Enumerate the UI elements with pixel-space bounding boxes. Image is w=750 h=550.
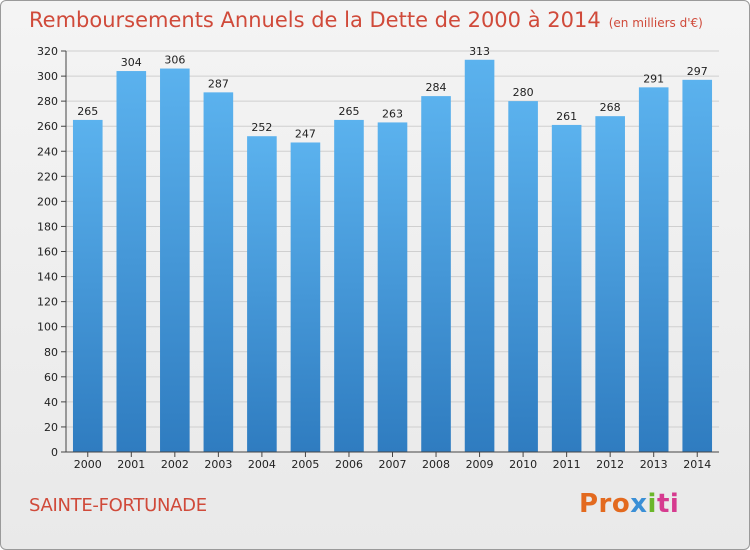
value-label-2001: 304 <box>121 56 142 69</box>
value-label-2004: 252 <box>251 121 272 134</box>
x-tick-label-2007: 2007 <box>379 458 407 471</box>
x-tick-label-2011: 2011 <box>553 458 581 471</box>
x-tick-label-2010: 2010 <box>509 458 537 471</box>
y-tick-label-220: 220 <box>37 170 58 183</box>
value-label-2014: 297 <box>687 65 708 78</box>
x-tick-label-2009: 2009 <box>466 458 494 471</box>
value-label-2010: 280 <box>513 86 534 99</box>
y-tick-label-320: 320 <box>37 45 58 58</box>
labels: 0 20 40 60 80 100 120 140 160 180 200 220 240 260 280 3… <box>37 45 711 471</box>
bar-2000 <box>72 119 103 452</box>
y-tick-label-100: 100 <box>37 321 58 334</box>
bar-2006 <box>334 119 364 452</box>
y-tick-label-280: 280 <box>37 95 58 108</box>
bar-2004 <box>247 136 277 452</box>
logo-part-1: Pro <box>579 489 631 519</box>
logo-part-3: i <box>647 489 657 519</box>
bar-2008 <box>421 96 451 453</box>
bar-2001 <box>116 71 147 453</box>
x-tick-label-2008: 2008 <box>422 458 450 471</box>
x-tick-label-2003: 2003 <box>204 458 232 471</box>
x-tick-label-2006: 2006 <box>335 458 363 471</box>
value-label-2013: 291 <box>643 72 664 85</box>
y-tick-label-120: 120 <box>37 296 58 309</box>
y-tick-label-20: 20 <box>44 421 58 434</box>
x-tick-label-2014: 2014 <box>683 458 711 471</box>
y-tick-label-140: 140 <box>37 271 58 284</box>
value-label-2002: 306 <box>164 54 185 67</box>
value-label-2007: 263 <box>382 107 403 120</box>
bar-2012 <box>595 116 625 452</box>
x-tick-label-2000: 2000 <box>74 458 102 471</box>
y-tick-label-40: 40 <box>44 396 58 409</box>
y-tick-label-180: 180 <box>37 220 58 233</box>
chart-unit-note: (en milliers d'€) <box>608 16 703 30</box>
chart-title-text: Remboursements Annuels de la Dette de 20… <box>29 8 601 32</box>
x-tick-label-2013: 2013 <box>640 458 668 471</box>
logo-part-4: ti <box>656 489 680 519</box>
bar-2014 <box>682 79 713 453</box>
y-tick-label-240: 240 <box>37 145 58 158</box>
x-tick-label-2012: 2012 <box>596 458 624 471</box>
axes <box>61 50 719 457</box>
y-tick-label-200: 200 <box>37 195 58 208</box>
bar-2003 <box>203 92 234 453</box>
y-tick-label-260: 260 <box>37 120 58 133</box>
bar-2002 <box>160 68 190 452</box>
value-label-2005: 247 <box>295 127 316 140</box>
y-tick-label-80: 80 <box>44 346 58 359</box>
y-tick-label-60: 60 <box>44 371 58 384</box>
value-label-2006: 265 <box>338 105 359 118</box>
value-label-2008: 284 <box>426 81 447 94</box>
bar-2010 <box>508 101 538 452</box>
proxiti-logo: Proxiti <box>579 489 679 519</box>
bar-2005 <box>290 142 321 452</box>
y-tick-label-300: 300 <box>37 70 58 83</box>
bar-2007 <box>377 122 408 452</box>
x-tick-label-2004: 2004 <box>248 458 276 471</box>
logo-part-2: x <box>630 489 648 519</box>
value-label-2000: 265 <box>77 105 98 118</box>
value-label-2009: 313 <box>469 45 490 58</box>
x-tick-label-2001: 2001 <box>117 458 145 471</box>
y-tick-label-160: 160 <box>37 246 58 259</box>
x-tick-label-2002: 2002 <box>161 458 189 471</box>
chart-title: Remboursements Annuels de la Dette de 20… <box>29 8 703 32</box>
bar-2009 <box>464 59 495 452</box>
x-tick-label-2005: 2005 <box>291 458 319 471</box>
value-label-2011: 261 <box>556 110 577 123</box>
bars <box>72 59 713 453</box>
value-label-2012: 268 <box>600 101 621 114</box>
bar-2011 <box>551 124 582 452</box>
city-name: SAINTE-FORTUNADE <box>29 495 207 516</box>
value-label-2003: 287 <box>208 77 229 90</box>
y-tick-label-0: 0 <box>51 446 58 459</box>
bar-2013 <box>638 87 669 452</box>
